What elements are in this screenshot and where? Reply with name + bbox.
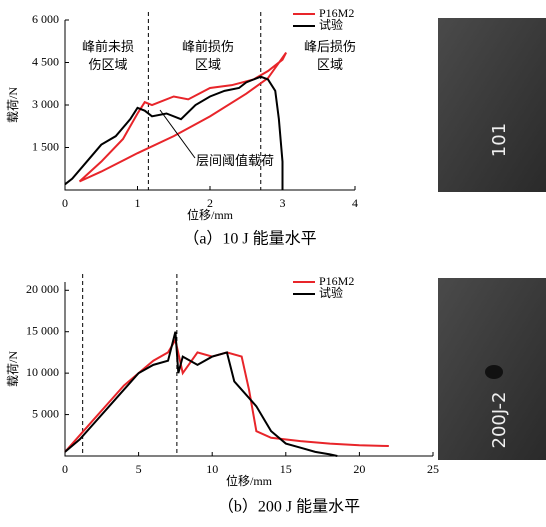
x-tick-label: 0	[62, 196, 68, 210]
series-line	[64, 75, 284, 190]
legend-label: 试验	[319, 285, 343, 300]
y-label: 载荷/N	[6, 351, 20, 387]
x-label: 位移/mm	[187, 207, 234, 222]
x-tick-label: 1	[135, 196, 141, 210]
x-tick-label: 10	[206, 462, 218, 476]
y-tick-label: 15 000	[26, 323, 59, 337]
annotation: 峰后损伤	[304, 39, 356, 54]
x-tick-label: 3	[280, 196, 286, 210]
annotation: 峰前损伤	[182, 39, 234, 54]
x-tick-label: 20	[353, 462, 365, 476]
y-tick-label: 1 500	[32, 139, 59, 153]
legend-label: 试验	[319, 17, 343, 32]
series-line	[64, 337, 389, 453]
y-tick-label: 20 000	[26, 282, 59, 296]
annotation: 区域	[195, 57, 221, 72]
x-tick-label: 2	[207, 196, 213, 210]
annotation: 区域	[317, 57, 343, 72]
y-tick-label: 5 000	[32, 406, 59, 420]
series-line	[64, 331, 338, 457]
caption: （a）10 J 能量水平	[183, 230, 316, 248]
axes	[64, 282, 433, 457]
y-tick-label: 10 000	[26, 365, 59, 379]
caption: （b）200 J 能量水平	[218, 498, 360, 516]
legend-label: P16M2	[319, 274, 354, 288]
series-line	[78, 52, 288, 183]
photo-label: 101	[489, 123, 510, 157]
x-tick-label: 15	[280, 462, 292, 476]
x-tick-label: 4	[352, 196, 358, 210]
y-tick-label: 3 000	[32, 97, 59, 111]
legend-label: P16M2	[319, 6, 354, 20]
x-tick-label: 0	[62, 462, 68, 476]
photo-label: 200J-2	[489, 392, 510, 449]
x-tick-label: 5	[136, 462, 142, 476]
annotation-arrow	[159, 109, 196, 159]
annotation: 峰前未损	[82, 39, 134, 54]
x-label: 位移/mm	[226, 473, 273, 488]
y-tick-label: 6 000	[32, 12, 59, 26]
annotation: 层间阈值载荷	[196, 153, 274, 168]
photo	[438, 18, 546, 192]
x-tick-label: 25	[427, 462, 439, 476]
annotation: 伤区域	[88, 57, 127, 72]
y-tick-label: 4 500	[32, 54, 59, 68]
damage	[485, 365, 503, 379]
y-label: 载荷/N	[6, 87, 20, 123]
